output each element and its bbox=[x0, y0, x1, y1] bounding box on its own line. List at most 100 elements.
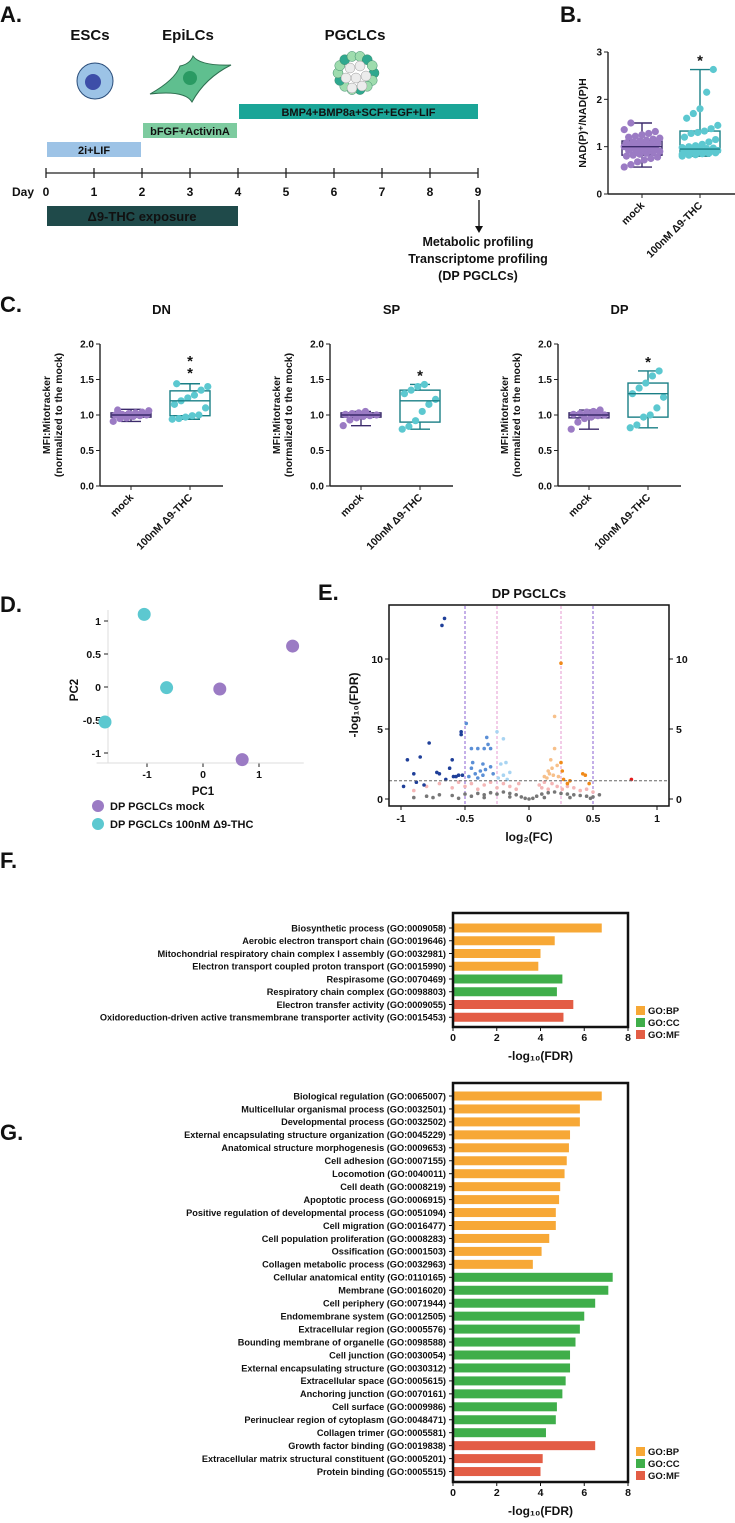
gene-point bbox=[559, 760, 563, 765]
go-term-bar bbox=[453, 1441, 596, 1451]
boxplot-C-SP: 0.0 0.5 1.0 1.5 2.0 MFI:Mitotracker (normalize… bbox=[271, 302, 453, 552]
gene-point bbox=[519, 795, 524, 799]
data-point bbox=[627, 119, 635, 127]
x-tick-label: -1 bbox=[142, 769, 151, 781]
data-point bbox=[109, 417, 117, 425]
y-tick-label: 0.5 bbox=[86, 649, 101, 661]
go-term-label: External encapsulating structure (GO:003… bbox=[241, 1363, 446, 1373]
inner-cell bbox=[346, 82, 358, 94]
data-point bbox=[696, 105, 704, 113]
plot-frame bbox=[388, 604, 670, 807]
gene-point bbox=[534, 794, 539, 798]
go-term-label: Electron transfer activity (GO:0009055) bbox=[276, 1000, 446, 1010]
gene-point bbox=[442, 616, 447, 621]
significance-marker: * bbox=[697, 53, 703, 70]
gene-point bbox=[578, 793, 582, 798]
go-term-bar bbox=[453, 1337, 576, 1347]
gene-point bbox=[583, 773, 588, 777]
pca-point bbox=[160, 681, 174, 695]
gene-point bbox=[495, 730, 499, 734]
panel-label-a: A. bbox=[0, 2, 22, 27]
data-point bbox=[655, 367, 663, 375]
y-tick-label: 2 bbox=[596, 95, 602, 106]
legend-label: GO:CC bbox=[648, 1018, 680, 1029]
category-label: 100nM Δ9-THC bbox=[644, 199, 705, 260]
go-term-label: Cell death (GO:0008219) bbox=[340, 1182, 446, 1192]
x-tick-label: 0 bbox=[526, 813, 532, 825]
y-tick-label: 0 bbox=[377, 794, 383, 806]
gene-point bbox=[483, 767, 488, 772]
legend-label: DP PGCLCs mock bbox=[110, 801, 205, 813]
go-term-bar bbox=[453, 1246, 542, 1256]
data-point bbox=[567, 425, 575, 433]
gene-point bbox=[478, 769, 483, 773]
data-point bbox=[431, 395, 440, 403]
data-point bbox=[589, 407, 598, 416]
data-point bbox=[653, 137, 662, 146]
gene-point bbox=[516, 781, 521, 786]
x-axis-label: -log₁₀(FDR) bbox=[508, 1504, 573, 1518]
gene-point bbox=[412, 788, 416, 793]
stage-epilcs-label: EpiLCs bbox=[162, 27, 214, 44]
go-term-label: Apoptotic process (GO:0006915) bbox=[304, 1195, 446, 1205]
go-term-label: Oxidoreduction-driven active transmembra… bbox=[100, 1013, 446, 1023]
gene-point bbox=[469, 781, 474, 786]
gene-point bbox=[469, 794, 474, 798]
legend-swatch bbox=[636, 1471, 645, 1480]
gene-point bbox=[405, 758, 410, 762]
y-tick-label: 0.5 bbox=[80, 446, 94, 457]
panel-label-f: F. bbox=[0, 848, 17, 873]
data-point bbox=[659, 393, 668, 401]
gene-point bbox=[551, 773, 556, 777]
go-term-bar bbox=[453, 1428, 546, 1438]
go-term-label: Respirasome (GO:0070469) bbox=[327, 974, 447, 984]
gene-point bbox=[450, 793, 455, 798]
gene-point bbox=[464, 721, 469, 726]
gene-point bbox=[584, 794, 589, 798]
legend-marker bbox=[92, 818, 104, 830]
data-point bbox=[645, 129, 653, 138]
gene-point bbox=[459, 732, 463, 737]
gene-point bbox=[482, 783, 487, 787]
data-point bbox=[195, 411, 203, 419]
legend-swatch bbox=[636, 1030, 645, 1039]
go-term-label: Multicellular organismal process (GO:003… bbox=[241, 1104, 446, 1114]
exposure-label: Δ9-THC exposure bbox=[87, 209, 196, 224]
significance-marker: * bbox=[187, 365, 193, 382]
data-point bbox=[181, 413, 190, 421]
y-tick-label-right: 5 bbox=[676, 724, 682, 736]
day-label: 6 bbox=[331, 185, 338, 199]
legend-label: GO:BP bbox=[648, 1447, 680, 1458]
x-tick-label: 4 bbox=[538, 1487, 544, 1499]
significance-marker: * bbox=[645, 354, 651, 371]
data-point bbox=[125, 409, 133, 418]
subplot-title: DN bbox=[152, 302, 171, 317]
y-axis-label: MFI:Mitotracker bbox=[41, 376, 53, 454]
epilc-nucleus-icon bbox=[183, 71, 197, 85]
x-tick-label: 1 bbox=[256, 769, 262, 781]
medium-bar bbox=[47, 142, 141, 157]
gene-point bbox=[546, 787, 550, 791]
go-term-label: Anchoring junction (GO:0070161) bbox=[300, 1389, 446, 1399]
go-term-bar bbox=[453, 1156, 567, 1166]
readout-text: (DP PGCLCs) bbox=[438, 269, 518, 283]
gene-point bbox=[456, 780, 461, 784]
gene-point bbox=[527, 797, 531, 801]
panel-label-d: D. bbox=[0, 592, 22, 617]
go-term-label: Ossification (GO:0001503) bbox=[332, 1247, 446, 1257]
gene-point bbox=[495, 786, 499, 790]
volcano-plot: DP PGCLCs-1 -0.5 0 0.5 10 05 510 10log₂(FC)-log… bbox=[347, 586, 688, 844]
gene-point bbox=[495, 792, 499, 796]
gene-point bbox=[469, 746, 474, 751]
data-point bbox=[642, 379, 650, 387]
gene-point bbox=[508, 784, 512, 789]
gene-point bbox=[499, 762, 503, 766]
legend-label: GO:BP bbox=[648, 1006, 680, 1017]
gene-point bbox=[588, 796, 593, 801]
y-tick-label: 3 bbox=[596, 48, 602, 59]
go-term-label: Locomotion (GO:0040011) bbox=[332, 1169, 446, 1179]
gene-point bbox=[597, 793, 602, 797]
gene-point bbox=[473, 772, 478, 776]
go-term-bar bbox=[453, 1298, 596, 1308]
data-point bbox=[175, 414, 183, 423]
